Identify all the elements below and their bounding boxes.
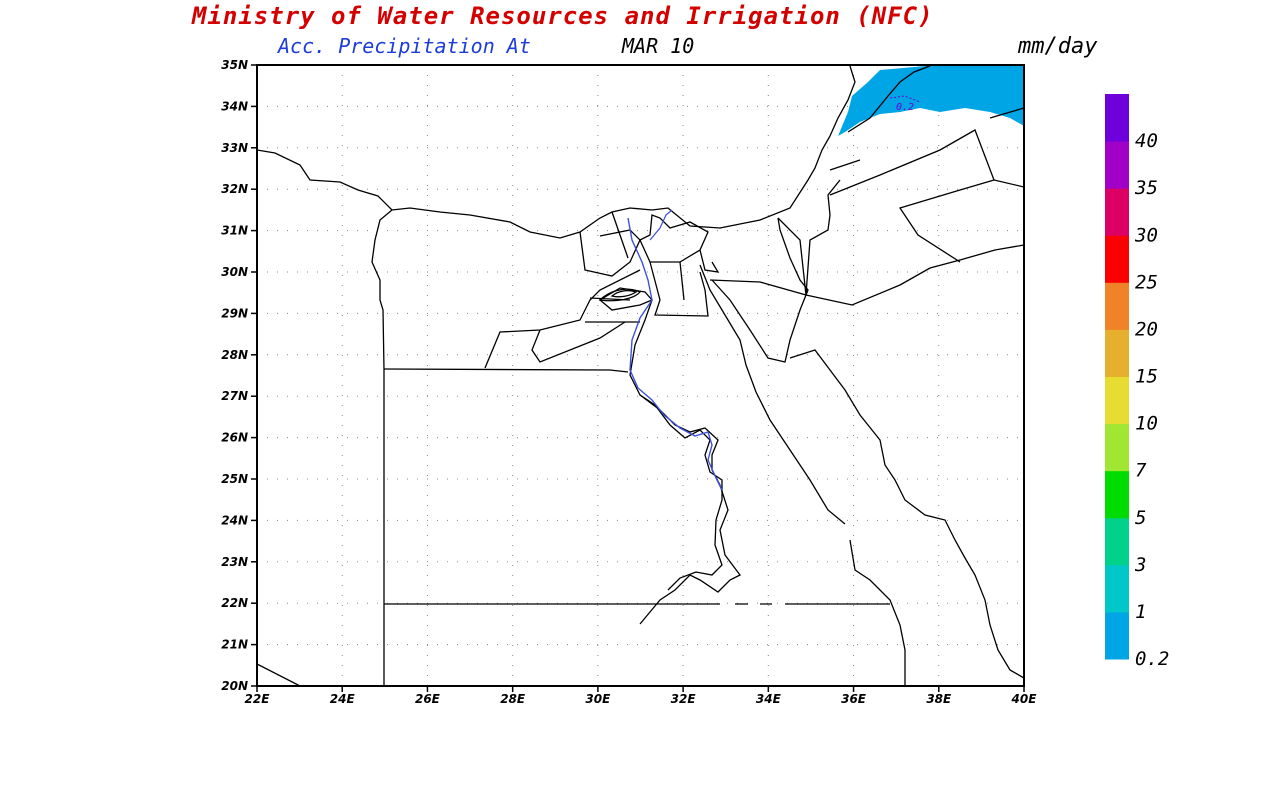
- lon-tick-label: 30E: [585, 692, 611, 706]
- latitude-axis: 35N 34N 33N 32N 31N 30N 29N 28N 27N 26N 25N 24N 23N 2…: [221, 58, 257, 693]
- colorbar-label: 15: [1135, 366, 1158, 388]
- nile-valley: [629, 299, 741, 625]
- colorbar-swatch: [1105, 517, 1129, 566]
- lon-tick-label: 26E: [415, 692, 441, 706]
- lon-tick-label: 22E: [245, 692, 271, 706]
- lat-tick-label: 30N: [221, 265, 248, 279]
- colorbar-swatch: [1105, 94, 1129, 142]
- date-subtitle: MAR 10: [622, 34, 695, 58]
- colorbar-swatch: [1105, 188, 1129, 236]
- lat-tick-label: 26N: [221, 431, 248, 445]
- colorbar-swatch: [1105, 470, 1129, 519]
- colorbar-label: 10: [1135, 413, 1158, 435]
- colorbar-label: 35: [1134, 177, 1158, 199]
- lat-tick-label: 33N: [221, 141, 248, 155]
- coastline-turkey: [847, 65, 931, 133]
- nile-delta: [484, 211, 720, 369]
- field-subtitle: Acc. Precipitation At: [278, 34, 531, 58]
- colorbar-swatch: [1105, 423, 1129, 472]
- units-label: mm/day: [1018, 34, 1098, 59]
- colorbar-swatch: [1105, 329, 1129, 377]
- colorbar-swatch: [1105, 376, 1129, 425]
- coastline-levant: [829, 65, 856, 137]
- lat-tick-label: 32N: [221, 182, 248, 196]
- colorbar-swatch: [1105, 282, 1129, 330]
- lat-tick-label: 27N: [221, 389, 248, 403]
- border-libya-egypt: [371, 209, 393, 686]
- colorbar-label: 20: [1135, 318, 1158, 340]
- lat-tick-label: 20N: [221, 679, 248, 693]
- lat-tick-label: 28N: [221, 348, 248, 362]
- contour-line: [889, 95, 921, 103]
- colorbar-label: 40: [1135, 130, 1158, 152]
- lat-tick-label: 31N: [221, 224, 248, 238]
- lon-tick-label: 40E: [1011, 692, 1038, 706]
- colorbar-swatch: [1105, 564, 1129, 613]
- colorbar-label: 3: [1134, 554, 1146, 576]
- colorbar-label: 25: [1135, 271, 1158, 293]
- coastline-red-sea: [699, 264, 906, 686]
- longitude-axis: 22E 24E 26E 28E 30E 32E 34E 36E 38E 40E: [245, 686, 1038, 706]
- colorbar-label: 1: [1135, 601, 1146, 623]
- lat-tick-label: 24N: [221, 513, 248, 527]
- coastline-north: [257, 135, 831, 239]
- colorbar-swatch: [1105, 235, 1129, 283]
- colorbar-label: 7: [1135, 460, 1147, 482]
- lon-tick-label: 34E: [756, 692, 782, 706]
- lon-tick-label: 28E: [500, 692, 526, 706]
- colorbar-label: 30: [1134, 224, 1158, 246]
- lon-tick-label: 32E: [671, 692, 697, 706]
- lat-tick-label: 29N: [221, 306, 248, 320]
- contour-label: 0.2: [896, 102, 914, 113]
- map-title: Ministry of Water Resources and Irrigati…: [192, 2, 934, 30]
- colorbar-label: 0.2: [1135, 648, 1169, 670]
- lat-tick-label: 23N: [221, 555, 248, 569]
- rain-area: [838, 66, 1024, 136]
- boundaries: [257, 65, 1024, 686]
- grid-lines: [257, 65, 1024, 686]
- colorbar-label: 5: [1135, 507, 1146, 529]
- lat-tick-label: 21N: [221, 638, 248, 652]
- nile-river: [627, 217, 723, 491]
- lon-tick-label: 36E: [841, 692, 867, 706]
- lon-tick-label: 38E: [926, 692, 952, 706]
- lon-tick-label: 24E: [330, 692, 356, 706]
- lat-tick-label: 25N: [221, 472, 248, 486]
- lat-tick-label: 22N: [221, 596, 248, 610]
- map-frame: [256, 64, 1025, 687]
- lat-tick-label: 34N: [221, 99, 248, 113]
- lat-tick-label: 35N: [221, 58, 248, 72]
- colorbar-swatch: [1105, 611, 1129, 660]
- colorbar-swatch: [1105, 141, 1129, 189]
